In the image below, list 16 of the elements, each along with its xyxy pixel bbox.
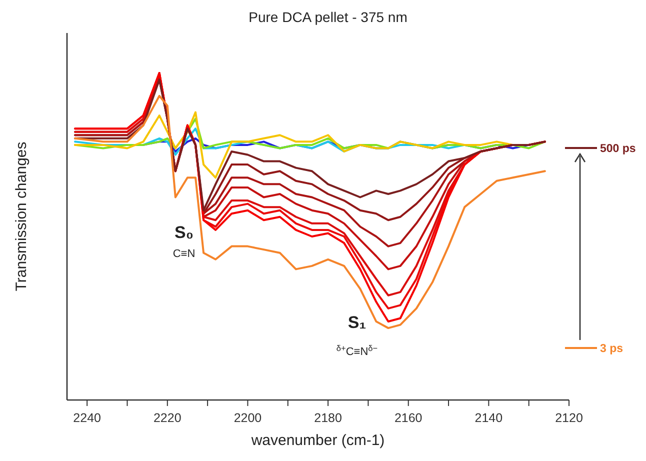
y-axis-title: Transmission changes [13, 142, 30, 292]
x-axis-title: wavenumber (cm-1) [250, 432, 385, 449]
x-tick-label: 2140 [474, 411, 503, 425]
x-tick-label: 2160 [394, 411, 422, 425]
annotation: S₀ [174, 223, 194, 242]
legend-label: 500 ps [600, 143, 636, 155]
legend-label: 3 ps [600, 343, 624, 355]
x-tick-label: 2200 [234, 411, 262, 425]
annotation: $^{δ+}$C≡N$^{δ−}$ [336, 344, 378, 358]
x-tick-label: 2240 [73, 411, 102, 425]
x-tick-label: 2120 [555, 411, 583, 425]
annotation: C≡N [172, 248, 196, 260]
chart-title: Pure DCA pellet - 375 nm [248, 9, 408, 25]
annotation: S₁ [348, 313, 366, 332]
x-tick-label: 2180 [314, 411, 342, 425]
x-tick-label: 2220 [153, 411, 182, 425]
